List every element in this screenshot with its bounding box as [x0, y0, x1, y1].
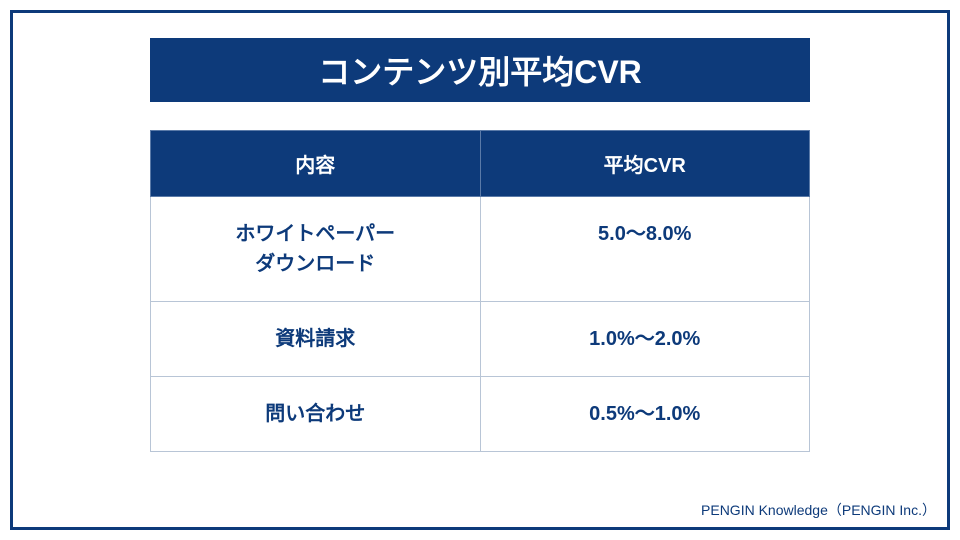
slide-title: コンテンツ別平均CVR [150, 38, 810, 102]
cell-content: ホワイトペーパーダウンロード [151, 197, 481, 302]
cell-cvr: 0.5%～1.0% [480, 377, 810, 452]
cell-content: 問い合わせ [151, 377, 481, 452]
header-cvr: 平均CVR [480, 131, 810, 197]
cell-cvr: 5.0～8.0% [480, 197, 810, 302]
cell-content: 資料請求 [151, 302, 481, 377]
table-row: ホワイトペーパーダウンロード 5.0～8.0% [151, 197, 810, 302]
table-header-row: 内容 平均CVR [151, 131, 810, 197]
header-content: 内容 [151, 131, 481, 197]
cvr-table: 内容 平均CVR ホワイトペーパーダウンロード 5.0～8.0% 資料請求 1.… [150, 130, 810, 452]
footer-credit: PENGIN Knowledge（PENGIN Inc.） [701, 500, 936, 520]
table-row: 資料請求 1.0%～2.0% [151, 302, 810, 377]
table-row: 問い合わせ 0.5%～1.0% [151, 377, 810, 452]
cell-cvr: 1.0%～2.0% [480, 302, 810, 377]
